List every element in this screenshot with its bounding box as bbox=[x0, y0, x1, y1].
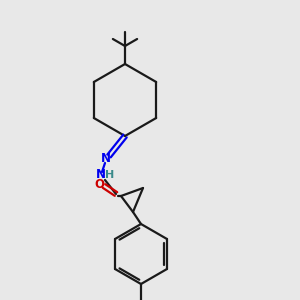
Text: N: N bbox=[96, 169, 106, 182]
Text: O: O bbox=[94, 178, 104, 191]
Text: N: N bbox=[101, 152, 111, 164]
Text: H: H bbox=[105, 170, 115, 180]
